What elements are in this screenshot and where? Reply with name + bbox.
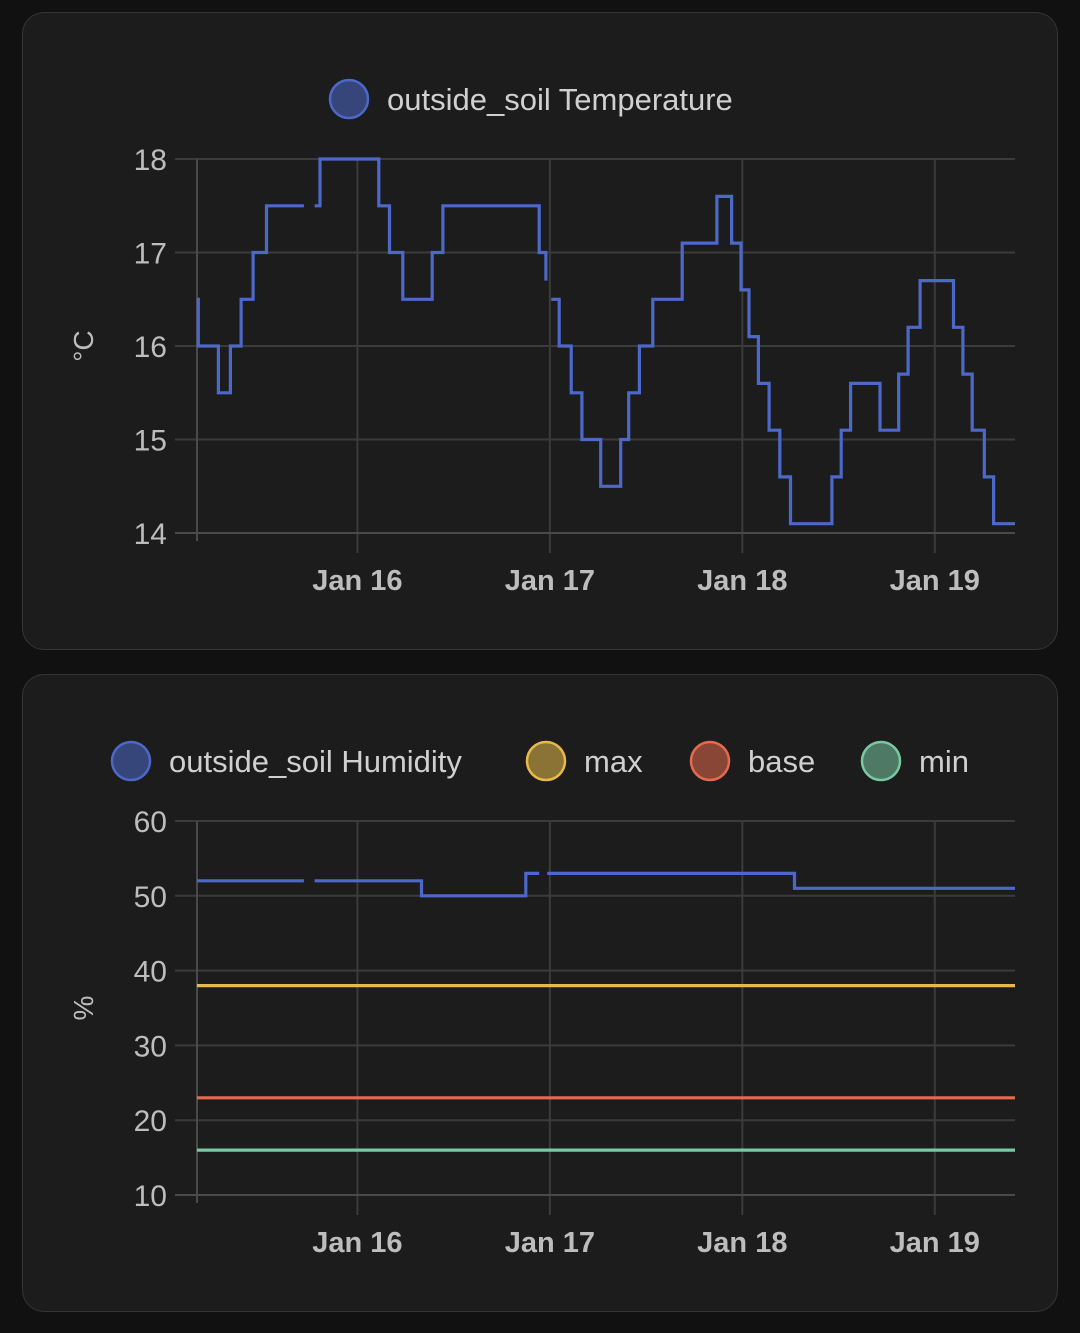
y-tick-label: 16 [134,331,167,364]
humidity-chart: 10 20 30 40 50 60 Jan 16 Jan 17 Jan 18 Jan 19% out… [68,740,1015,1259]
legend-item-min[interactable]: min [860,740,969,782]
x-tick-label: Jan 19 [890,1227,980,1259]
temperature-chart-card: 14 15 16 17 18 Jan 16 Jan 17 Jan 18 Jan 19 °C outs… [22,12,1058,650]
y-tick-label: 30 [134,1030,167,1063]
legend-label: min [919,744,969,779]
y-axis-label: % [68,996,99,1021]
x-tick-label: Jan 16 [312,1227,402,1259]
y-tick-label: 18 [134,144,167,177]
y-tick-label: 15 [134,425,167,458]
legend-swatch [689,740,731,782]
legend-label: max [584,744,643,779]
legend-item-base[interactable]: base [689,740,815,782]
series-line [551,194,1015,526]
x-tick-label: Jan 18 [697,565,787,597]
legend-swatch [110,740,152,782]
grid [175,158,1015,553]
y-axis-label: °C [68,330,99,361]
y-tick-label: 10 [134,1180,167,1213]
legend-item-max[interactable]: max [525,740,643,782]
series-outside-soil-temperature [196,157,1015,526]
humidity-chart-card: 10 20 30 40 50 60 Jan 16 Jan 17 Jan 18 Jan 19% out… [22,674,1058,1312]
x-tick-label: Jan 17 [505,565,595,597]
legend-item-outside-soil-humidity[interactable]: outside_soil Humidity [110,740,462,782]
legend-swatch [328,78,370,120]
legend-label: base [748,744,815,779]
y-tick-label: 20 [134,1105,167,1138]
legend-label: outside_soil Temperature [387,82,733,117]
y-tick-label: 50 [134,881,167,914]
temperature-chart: 14 15 16 17 18 Jan 16 Jan 17 Jan 18 Jan 19 °C outs… [68,78,1015,597]
series-line [196,204,304,395]
y-tick-label: 60 [134,806,167,839]
series-line [314,157,548,301]
series-outside-soil-humidity [197,871,1015,898]
legend-swatch [860,740,902,782]
legend[interactable]: outside_soil Humidity max base min [110,740,969,782]
x-tick-label: Jan 17 [505,1227,595,1259]
x-tick-label: Jan 16 [312,565,402,597]
x-tick-label: Jan 19 [890,565,980,597]
legend-item-outside-soil-temperature[interactable]: outside_soil Temperature [328,78,733,120]
series-line [314,871,540,898]
y-tick-label: 40 [134,956,167,989]
series-line [547,871,1015,890]
y-tick-label: 17 [134,238,167,271]
x-tick-label: Jan 18 [697,1227,787,1259]
legend[interactable]: outside_soil Temperature [328,78,733,120]
legend-swatch [525,740,567,782]
legend-label: outside_soil Humidity [169,744,462,779]
y-tick-label: 14 [134,518,167,551]
